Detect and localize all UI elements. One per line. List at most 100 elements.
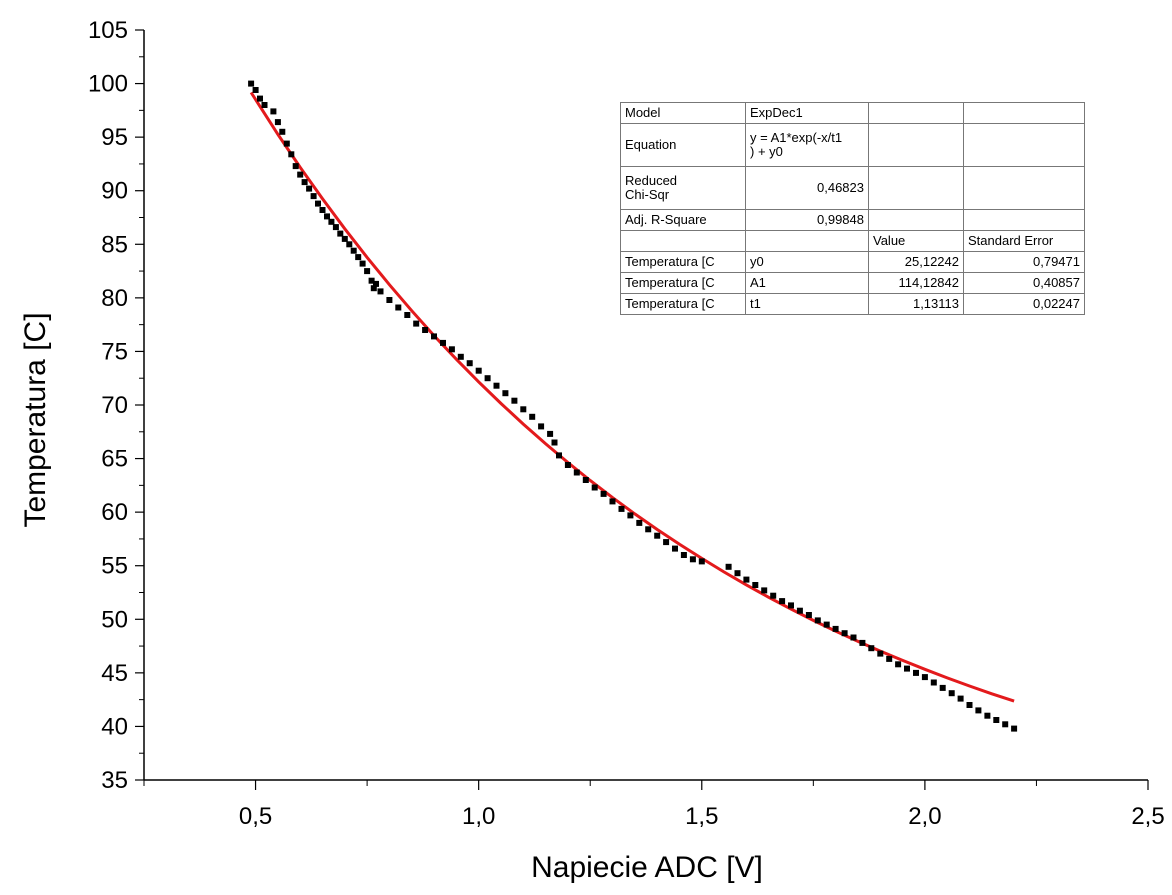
data-point [440, 339, 446, 346]
fit-table-cell [963, 209, 1085, 231]
data-point [930, 679, 937, 686]
fit-table-cell: 25,12242 [868, 251, 964, 273]
data-point [538, 423, 545, 430]
fit-table-cell [868, 123, 964, 167]
data-point [770, 592, 777, 599]
x-tick-label: 0,5 [239, 803, 272, 830]
data-point [796, 607, 803, 614]
fit-table-cell: Temperatura [C [620, 251, 746, 273]
data-point [341, 235, 348, 242]
data-point [257, 95, 263, 102]
data-point [337, 230, 344, 237]
data-point [939, 684, 946, 691]
fit-table-cell [868, 209, 964, 231]
fit-table-cell: 0,99848 [745, 209, 869, 231]
data-point [841, 630, 848, 637]
data-point [373, 280, 379, 287]
data-point [904, 665, 910, 672]
data-point [591, 484, 598, 491]
data-point [547, 430, 554, 437]
data-point [319, 207, 326, 213]
data-point [868, 645, 875, 652]
fit-table-cell [868, 166, 964, 210]
data-point [689, 556, 696, 563]
data-point [448, 346, 455, 353]
x-tick-label: 1,0 [462, 803, 495, 830]
y-tick-label: 85 [101, 231, 128, 258]
y-tick-label: 90 [101, 178, 128, 205]
y-tick-label: 35 [101, 767, 128, 794]
data-point [359, 260, 366, 267]
fit-table-cell: Temperatura [C [620, 272, 746, 294]
fit-table-cell: ExpDec1 [745, 102, 869, 124]
fit-table-cell: Equation [620, 123, 746, 167]
y-tick-label: 60 [101, 499, 128, 526]
data-point [859, 639, 866, 646]
data-point [886, 655, 893, 662]
y-tick-label: 40 [101, 713, 128, 740]
data-point [422, 327, 429, 333]
data-point [600, 490, 607, 497]
data-point [823, 621, 830, 628]
data-point [556, 452, 562, 459]
data-point [877, 650, 884, 657]
fit-table-cell: A1 [745, 272, 869, 294]
data-point [680, 552, 687, 558]
data-point [370, 285, 377, 292]
data-point [654, 532, 661, 539]
fit-table-cell [620, 230, 746, 252]
data-point [466, 360, 473, 367]
data-point [404, 312, 411, 318]
data-point [895, 661, 902, 668]
data-point [984, 712, 991, 719]
data-point [288, 151, 295, 158]
y-tick-label: 55 [101, 553, 128, 580]
fit-table-cell: y = A1*exp(-x/t1) + y0 [745, 123, 869, 167]
data-point [627, 512, 634, 519]
fit-table-row: Equation y = A1*exp(-x/t1) + y0 [620, 123, 1085, 167]
data-point [252, 87, 259, 93]
data-point [957, 695, 964, 702]
fit-table-cell: Reduced Chi-Sqr [620, 166, 746, 210]
data-point [993, 717, 1000, 723]
data-point [270, 108, 277, 115]
fit-table-row: Model ExpDec1 [620, 102, 1085, 124]
data-point [814, 617, 821, 624]
data-point [395, 304, 402, 311]
x-tick-label: 1,5 [685, 803, 718, 830]
data-point [297, 171, 304, 178]
data-point [609, 498, 616, 505]
fit-results-table: Model ExpDec1 Equation y = A1*exp(-x/t1) + … [620, 102, 1085, 315]
data-point [283, 140, 290, 147]
data-point [301, 179, 308, 186]
data-point [564, 462, 571, 468]
data-point [279, 128, 286, 135]
data-point [966, 702, 973, 708]
data-point [618, 505, 625, 512]
data-point [328, 218, 335, 225]
y-tick-label: 80 [101, 285, 128, 312]
data-point [475, 367, 482, 374]
data-point [1011, 725, 1018, 732]
data-point [948, 690, 955, 697]
data-point [913, 669, 919, 676]
data-point [921, 674, 928, 681]
fit-table-row: Temperatura [C t1 1,13113 0,02247 [620, 293, 1085, 315]
data-point [355, 254, 362, 261]
data-points [248, 80, 1018, 732]
data-point [1002, 721, 1009, 728]
y-tick-label: 100 [88, 71, 128, 98]
fit-table-row: Temperatura [C A1 114,12842 0,40857 [620, 272, 1085, 294]
fit-table-cell: Value [868, 230, 964, 252]
data-point [274, 119, 281, 126]
tick-labels: 35 40 45 50 55 60 65 70 75 80 85 90 95 100 105 0,5 1,0 1,… [88, 17, 1165, 830]
data-point [832, 625, 839, 632]
data-point [672, 545, 678, 552]
fit-table-cell: Model [620, 102, 746, 124]
y-tick-label: 75 [101, 338, 128, 365]
fit-table-cell: 0,46823 [745, 166, 869, 210]
data-point [734, 570, 741, 577]
data-point [346, 241, 353, 248]
data-point [261, 102, 268, 108]
